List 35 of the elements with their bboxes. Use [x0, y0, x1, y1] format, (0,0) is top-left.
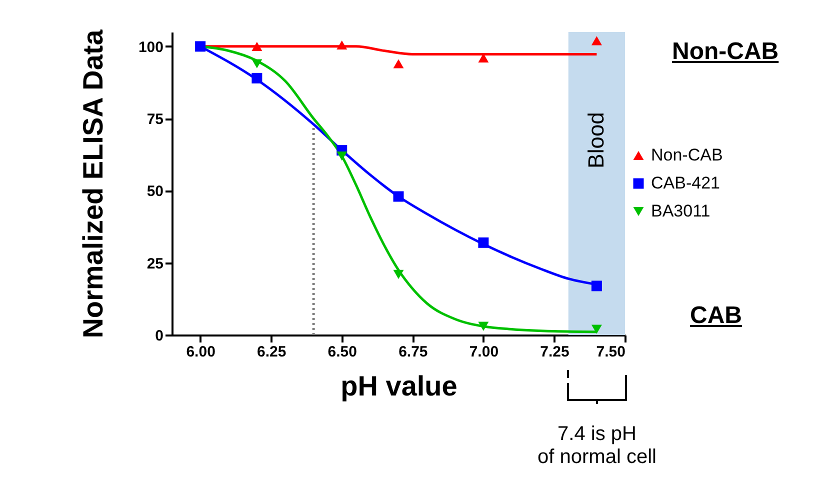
legend-label: BA3011: [651, 202, 710, 220]
y-tick-label: 0: [155, 328, 164, 344]
point: [591, 280, 602, 292]
legend-label: CAB-421: [651, 174, 720, 192]
text: 7.4 is pH of normal cell: [536, 423, 658, 469]
x-tick-label: 6.00: [186, 344, 216, 360]
y-tick-label: 25: [146, 255, 164, 272]
text: Non-CAB: [672, 38, 779, 66]
point: [393, 191, 404, 202]
legend-label: Non-CAB: [651, 146, 723, 164]
y-tick-label: 50: [146, 183, 164, 200]
point: [393, 270, 404, 279]
x-axis-title: pH value: [340, 370, 458, 402]
x-tick-label: 6.50: [328, 344, 357, 360]
point: [478, 322, 489, 331]
point: [252, 72, 262, 84]
point: [478, 237, 489, 248]
point: [336, 40, 348, 50]
y-tick-label: 75: [146, 111, 164, 128]
point: [393, 59, 404, 68]
point: [591, 324, 602, 334]
x-tick-label: 7.50: [596, 344, 626, 360]
y-tick-label: 100: [138, 38, 164, 56]
point: [252, 59, 262, 68]
x-tick-label: 7.00: [469, 344, 499, 360]
band-label: Blood: [584, 112, 609, 168]
point: [336, 152, 348, 161]
text: CAB: [690, 302, 742, 330]
x-tick-label: 6.25: [256, 344, 286, 360]
point: [252, 42, 262, 51]
point: [591, 36, 602, 46]
point: [195, 41, 206, 52]
x-tick-label: 7.25: [540, 344, 570, 360]
y-axis-title: Normalized ELISA Data: [77, 29, 108, 338]
x-tick-label: 6.75: [398, 344, 428, 360]
